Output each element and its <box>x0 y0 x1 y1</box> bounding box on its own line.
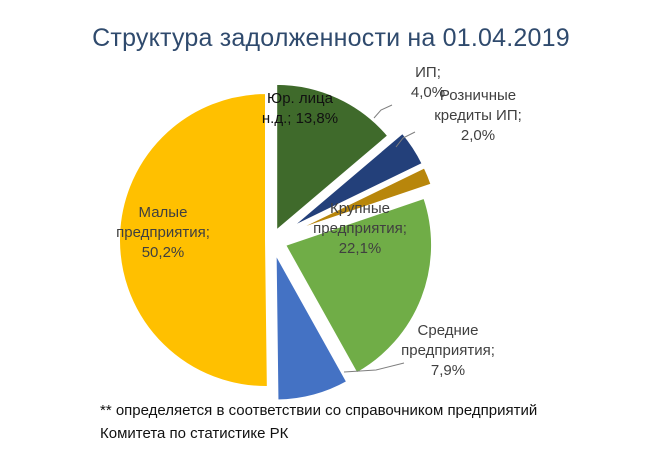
slice-label-line: Малые <box>139 204 188 221</box>
slice-label-line: 22,1% <box>339 240 382 257</box>
pie-slice-2 <box>289 131 424 229</box>
slice-label-3: Розничные кредиты ИП; 2,0% <box>434 87 522 144</box>
pie-slices <box>117 82 434 402</box>
slice-label-line: 4,0% <box>411 84 445 101</box>
pie-slice-3 <box>291 166 433 233</box>
chart-title: Структура задолженности на 01.04.2019 <box>92 24 570 52</box>
slice-label-line: ИП; <box>415 64 441 81</box>
slice-label-line: предприятия; <box>401 342 495 359</box>
slice-label-5: Средние предприятия; 7,9% <box>401 322 495 379</box>
slice-label-line: 50,2% <box>142 244 185 261</box>
leader-line-3 <box>395 131 416 148</box>
slice-label-line: Крупные <box>330 200 390 217</box>
slice-label-1: Юр. лица н.д.; 13,8% <box>262 90 338 127</box>
leader-line-2 <box>373 104 393 119</box>
pie-slice-5 <box>274 253 349 402</box>
pie-slice-6 <box>117 92 269 389</box>
slice-labels: Юр. лица н.д.; 13,8% ИП; 4,0%Розничные креди… <box>116 64 522 379</box>
slice-label-line: Средние <box>418 322 479 339</box>
leader-lines <box>343 104 416 373</box>
slice-label-line: предприятия; <box>313 220 407 237</box>
footnote-line-1: ** определяется в соответствии со справо… <box>100 402 538 419</box>
slice-label-4: Крупные предприятия; 22,1% <box>313 200 407 257</box>
slice-label-line: Розничные <box>440 87 516 104</box>
pie-slice-1 <box>275 82 390 234</box>
slice-label-6: Малые предприятия; 50,2% <box>116 204 210 261</box>
leader-line-5 <box>343 362 405 373</box>
slice-label-line: кредиты ИП; <box>434 107 522 124</box>
slice-label-line: Юр. лица <box>267 90 334 107</box>
slice-label-line: 7,9% <box>431 362 465 379</box>
pie-slice-4 <box>283 196 434 375</box>
slice-label-line: н.д.; 13,8% <box>262 110 338 127</box>
slice-label-2: ИП; 4,0% <box>411 64 445 101</box>
footnote-line-2: Комитета по статистике РК <box>100 425 289 442</box>
slice-label-line: 2,0% <box>461 127 495 144</box>
slice-label-line: предприятия; <box>116 224 210 241</box>
